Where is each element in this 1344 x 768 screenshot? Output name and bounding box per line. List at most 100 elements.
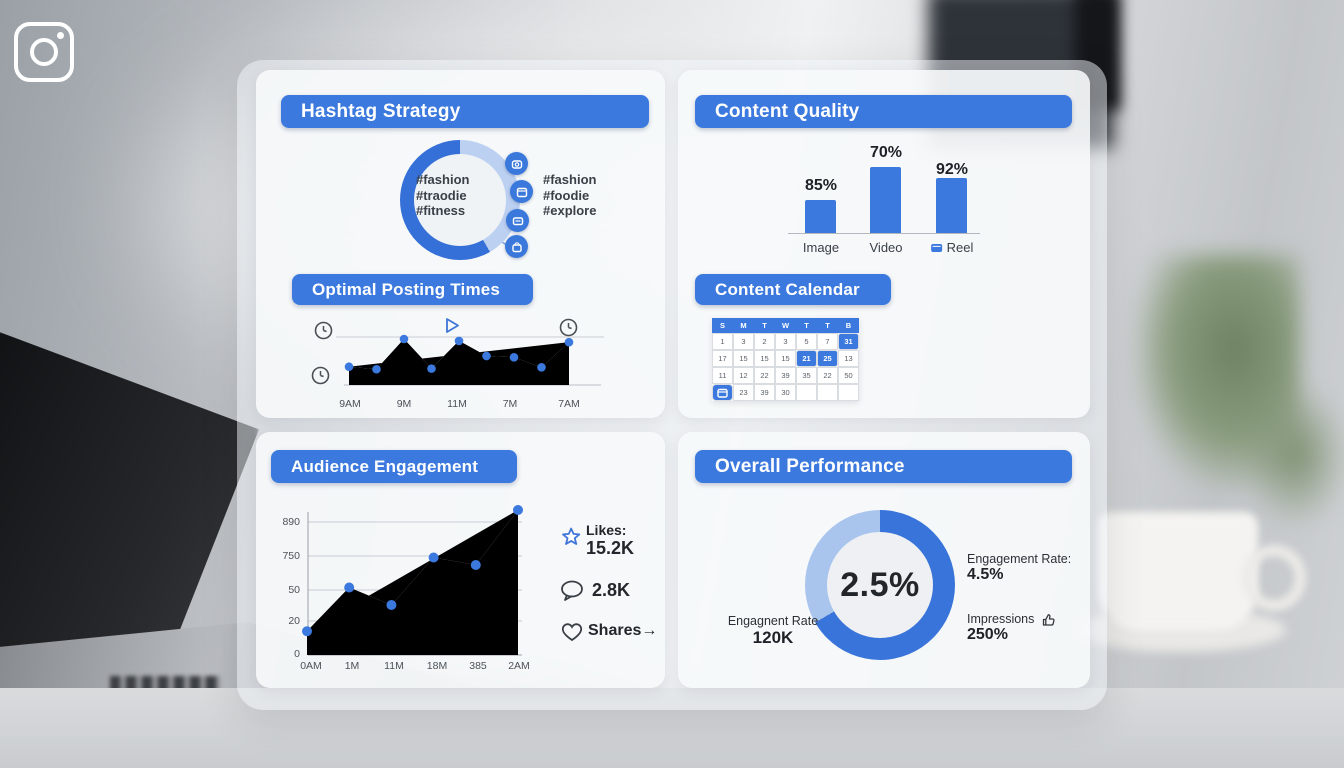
calendar-date[interactable]: 15 [775, 350, 796, 367]
calendar-date[interactable]: 2 [754, 333, 775, 350]
share-heart-icon [561, 622, 583, 647]
calendar-empty [796, 384, 817, 401]
calendar-date[interactable]: 30 [775, 384, 796, 401]
engagnent-rate-stat: Engagnent Rate 120K [708, 614, 838, 648]
calendar-date[interactable]: 12 [733, 367, 754, 384]
cup-handle [1242, 545, 1306, 611]
hashtag-donut-chart [400, 140, 520, 260]
play-button-icon[interactable] [444, 317, 461, 334]
content-quality-bar-chart: 85% 70% 92% Image Video Reel [678, 70, 1090, 418]
calendar-date[interactable]: 11 [712, 367, 733, 384]
calendar-event-icon-cell[interactable] [712, 384, 733, 401]
engagnent-rate-value: 120K [752, 628, 794, 647]
clock-icon-top-right [559, 318, 578, 337]
hashtag-strategy-panel: Hashtag Strategy #fashion #traodie #fitn… [256, 70, 665, 418]
calendar-date[interactable]: 13 [838, 350, 859, 367]
day-head-5: T [817, 318, 838, 333]
calendar-date[interactable]: 7 [817, 333, 838, 350]
coffee-cup [1098, 512, 1258, 630]
content-quality-header: Content Quality [695, 95, 1072, 128]
x-tick-18m: 18M [426, 660, 448, 672]
comments-stat: 2.8K [592, 580, 630, 601]
x-tick-7am: 7AM [558, 398, 580, 410]
clock-icon-bottom-left [311, 366, 330, 385]
posting-times-chart: 9AM 9M 11M 7M 7AM [316, 310, 616, 428]
day-head-6: B [838, 318, 859, 333]
camera-lens-icon [30, 38, 58, 66]
day-head-3: W [775, 318, 796, 333]
hashtag-1: #fashion [416, 172, 470, 187]
calendar-date[interactable]: 1 [712, 333, 733, 350]
calendar-date[interactable]: 22 [754, 367, 775, 384]
calendar-date[interactable]: 15 [733, 350, 754, 367]
camera-flash-dot [57, 32, 64, 39]
y-tick-890: 890 [282, 516, 300, 528]
calendar-empty [838, 384, 859, 401]
day-head-1: M [733, 318, 754, 333]
engagnent-rate-label: Engagnent Rate [727, 614, 819, 628]
calendar-date[interactable]: 5 [796, 333, 817, 350]
clapperboard-icon [510, 180, 533, 203]
x-tick-11m: 11M [447, 398, 467, 410]
content-calendar-grid: S M T W T T B 1 3 2 3 5 7 31 17 15 15 15… [712, 318, 859, 401]
hashtag-6: #explore [543, 203, 597, 218]
calendar-date[interactable]: 3 [775, 333, 796, 350]
calendar-date[interactable]: 35 [796, 367, 817, 384]
side-hashtags: #fashion #foodie #explore [543, 172, 596, 219]
day-head-0: S [712, 318, 733, 333]
hashtag-3: #fitness [416, 203, 466, 218]
calendar-date[interactable]: 39 [775, 367, 796, 384]
label-image: Image [802, 240, 840, 255]
calendar-date[interactable]: 3 [733, 333, 754, 350]
x-tick-7m: 7M [502, 398, 518, 410]
overall-performance-header: Overall Performance [695, 450, 1072, 483]
instagram-logo-icon [14, 22, 74, 82]
calendar-date[interactable]: 50 [838, 367, 859, 384]
comment-bubble-icon [560, 580, 586, 607]
camera-icon [505, 152, 528, 175]
label-reel: Reel [946, 240, 974, 255]
content-quality-panel: Content Quality 85% 70% 92% Image Video … [678, 70, 1090, 418]
engagement-chart: 890 750 50 20 0 0AM 1M 11M 18M 385 2AM [256, 492, 546, 682]
likes-stat: Likes: 15.2K [586, 522, 634, 559]
audience-engagement-panel: Audience Engagement 890 750 50 20 0 0AM … [256, 432, 665, 688]
bar-value-image: 85% [804, 177, 838, 194]
performance-donut-chart [805, 510, 955, 660]
x-tick-9m: 9M [396, 398, 412, 410]
hashtag-4: #fashion [543, 172, 597, 187]
calendar-date[interactable]: 39 [754, 384, 775, 401]
day-head-2: T [754, 318, 775, 333]
bar-axis [788, 233, 980, 234]
bar-label-reel: Reel [931, 240, 974, 255]
likes-value: 15.2K [586, 538, 635, 558]
bar-value-reel: 92% [935, 161, 969, 178]
x-tick-2am: 2AM [508, 660, 530, 672]
calendar-date[interactable]: 15 [754, 350, 775, 367]
calendar-empty [817, 384, 838, 401]
x-tick-11m: 11M [384, 660, 404, 672]
likes-label: Likes: [586, 522, 627, 538]
audience-engagement-header: Audience Engagement [271, 450, 517, 483]
shopping-bag-icon [505, 235, 528, 258]
engagement-area-chart [302, 505, 523, 656]
calendar-date-highlighted[interactable]: 21 [796, 350, 817, 367]
shares-stat[interactable]: Shares→ [588, 622, 657, 640]
calendar-date-highlighted[interactable]: 25 [817, 350, 838, 367]
calendar-date[interactable]: 22 [817, 367, 838, 384]
calendar-date-highlighted[interactable]: 31 [838, 333, 859, 350]
x-tick-0am: 0AM [300, 660, 322, 672]
calendar-date[interactable]: 17 [712, 350, 733, 367]
calendar-date[interactable]: 23 [733, 384, 754, 401]
bar-value-video: 70% [869, 144, 903, 161]
hashtag-5: #foodie [543, 187, 590, 203]
x-tick-1m: 1M [344, 660, 360, 672]
optimal-posting-times-header: Optimal Posting Times [292, 274, 533, 305]
bar-label-image: Image [803, 240, 839, 255]
comments-value: 2.8K [592, 580, 631, 600]
y-tick-20: 20 [288, 615, 300, 627]
day-head-4: T [796, 318, 817, 333]
shares-value[interactable]: Shares→ [588, 622, 658, 639]
donut-center-hashtags: #fashion #traodie #fitness [416, 172, 469, 219]
y-tick-50: 50 [288, 584, 300, 596]
